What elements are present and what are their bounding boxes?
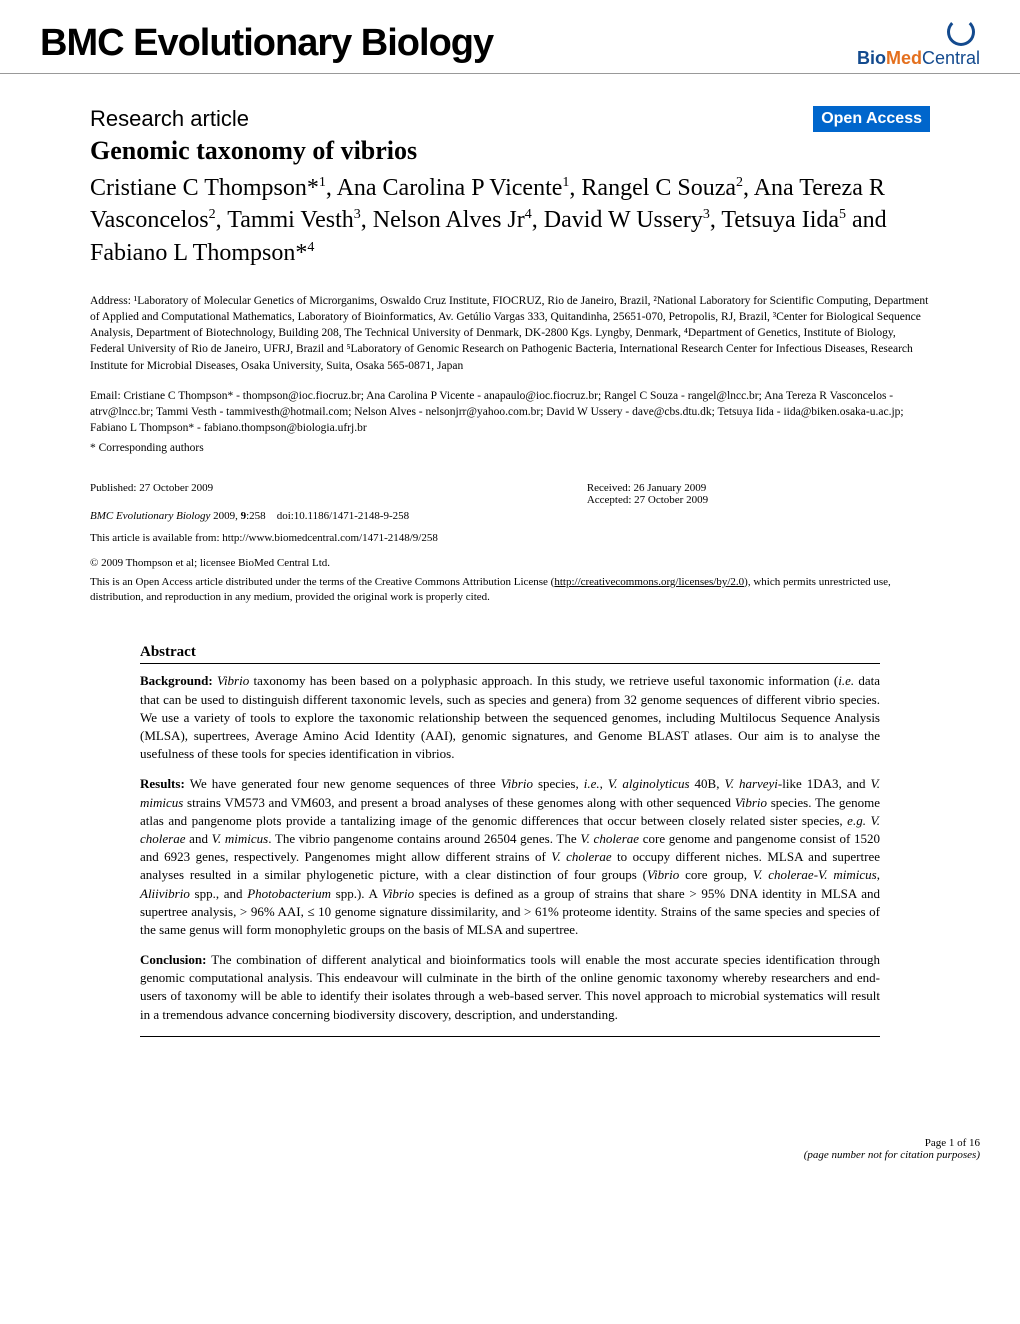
citation-year: 2009, — [210, 510, 240, 522]
conclusion-label: Conclusion: — [140, 952, 211, 967]
url-label: This article is available from: — [90, 532, 222, 544]
citation-doi: doi:10.1186/1471-2148-9-258 — [277, 510, 410, 522]
journal-title: BMC Evolutionary Biology — [40, 22, 493, 65]
license-line: This is an Open Access article distribut… — [90, 575, 930, 605]
citation-journal: BMC Evolutionary Biology — [90, 510, 210, 522]
license-pre: This is an Open Access article distribut… — [90, 576, 554, 588]
article-title: Genomic taxonomy of vibrios — [90, 136, 930, 166]
accepted-date: Accepted: 27 October 2009 — [587, 494, 930, 506]
citation-line: BMC Evolutionary Biology 2009, 9:258 doi… — [90, 510, 930, 522]
corresponding-note: * Corresponding authors — [90, 442, 930, 454]
abstract-conclusion: Conclusion: The combination of different… — [140, 951, 880, 1024]
logo-central: Central — [922, 48, 980, 69]
published-date: Published: 27 October 2009 — [90, 482, 493, 494]
journal-header: BMC Evolutionary Biology BioMed Central — [0, 0, 1020, 74]
received-date: Received: 26 January 2009 — [587, 482, 930, 494]
conclusion-text: The combination of different analytical … — [140, 952, 880, 1022]
article-type: Research article — [90, 106, 249, 132]
background-label: Background: — [140, 673, 217, 688]
biomed-logo-icon — [947, 18, 975, 46]
abstract-heading: Abstract — [140, 644, 880, 664]
copyright-line: © 2009 Thompson et al; licensee BioMed C… — [90, 556, 930, 571]
biomed-logo-text: BioMed Central — [857, 48, 980, 69]
results-text: We have generated four new genome sequen… — [140, 776, 880, 937]
citation-page: :258 — [246, 510, 266, 522]
author-list: Cristiane C Thompson*1, Ana Carolina P V… — [90, 172, 930, 269]
abstract-results: Results: We have generated four new geno… — [140, 775, 880, 939]
license-url-link[interactable]: http://creativecommons.org/licenses/by/2… — [554, 576, 744, 588]
publication-dates: Published: 27 October 2009 Received: 26 … — [90, 482, 930, 506]
abstract-block: Abstract Background: Vibrio taxonomy has… — [140, 644, 880, 1036]
affiliations: Address: ¹Laboratory of Molecular Geneti… — [90, 293, 930, 373]
pub-left-col: Published: 27 October 2009 — [90, 482, 493, 506]
footer-note: (page number not for citation purposes) — [0, 1149, 980, 1161]
abstract-end-rule — [140, 1036, 880, 1037]
logo-med: Med — [886, 48, 922, 69]
biomed-logo: BioMed Central — [857, 18, 980, 69]
article-url-line: This article is available from: http://w… — [90, 532, 930, 544]
article-type-row: Research article Open Access — [90, 106, 930, 132]
page-number: Page 1 of 16 — [0, 1137, 980, 1149]
open-access-badge: Open Access — [813, 106, 930, 132]
article-url: http://www.biomedcentral.com/1471-2148/9… — [222, 532, 438, 544]
author-emails: Email: Cristiane C Thompson* - thompson@… — [90, 388, 930, 436]
logo-bio: Bio — [857, 48, 886, 69]
results-label: Results: — [140, 776, 190, 791]
background-text: Vibrio taxonomy has been based on a poly… — [140, 673, 880, 761]
article-content: Research article Open Access Genomic tax… — [0, 74, 1020, 1077]
pub-right-col: Received: 26 January 2009 Accepted: 27 O… — [527, 482, 930, 506]
abstract-background: Background: Vibrio taxonomy has been bas… — [140, 672, 880, 763]
page-footer: Page 1 of 16 (page number not for citati… — [0, 1077, 1020, 1181]
